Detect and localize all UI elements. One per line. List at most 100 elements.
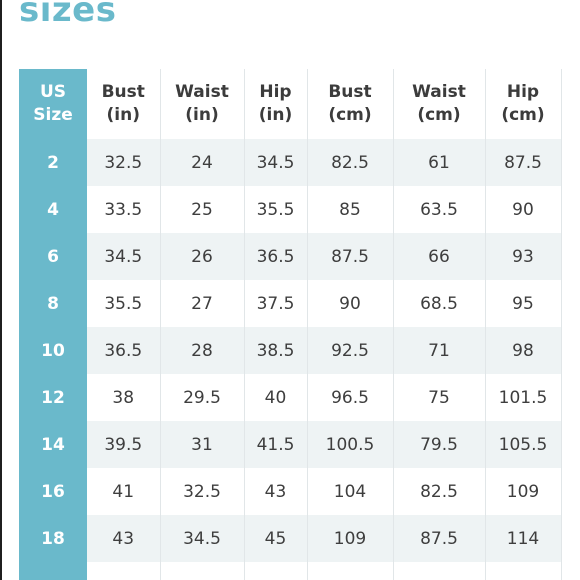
cell-hip-in: 37.5 (244, 280, 307, 327)
cell-waist-in: 34.5 (160, 515, 244, 562)
cell-bust-in: 38 (87, 374, 160, 421)
header-line: (in) (87, 104, 160, 127)
cell-bust-cm: 109 (307, 515, 393, 562)
cell-hip-in: 34.5 (244, 139, 307, 186)
cell-us-size: 10 (19, 327, 87, 374)
header-line: Waist (161, 81, 244, 104)
cell-hip-cm: 101.5 (485, 374, 561, 421)
cell-hip-in: 40 (244, 374, 307, 421)
header-line: Waist (394, 81, 485, 104)
cell-waist-in: 32.5 (160, 468, 244, 515)
header-line: (in) (245, 104, 307, 127)
cell-waist-cm: 61 (393, 139, 485, 186)
cell-hip-cm: 95 (485, 280, 561, 327)
page-heading: sizes (19, 0, 116, 32)
header-line: (in) (161, 104, 244, 127)
cell-hip-cm: 114 (485, 515, 561, 562)
cell-bust-in: 33.5 (87, 186, 160, 233)
cell-waist-in (160, 562, 244, 580)
cell-bust-cm: 92.5 (307, 327, 393, 374)
cell-bust-in: 35.5 (87, 280, 160, 327)
cell-waist-cm: 79.5 (393, 421, 485, 468)
cell-us-size (19, 562, 87, 580)
cell-us-size: 2 (19, 139, 87, 186)
header-line: Size (19, 104, 87, 127)
cell-bust-cm: 90 (307, 280, 393, 327)
cell-us-size: 14 (19, 421, 87, 468)
left-border (0, 0, 2, 580)
cell-waist-cm: 63.5 (393, 186, 485, 233)
header-hip-in: Hip (in) (244, 69, 307, 139)
header-line: US (19, 81, 87, 104)
cell-hip-cm: 93 (485, 233, 561, 280)
cell-us-size: 16 (19, 468, 87, 515)
cell-bust-in: 41 (87, 468, 160, 515)
cell-hip-in: 43 (244, 468, 307, 515)
cell-waist-cm: 75 (393, 374, 485, 421)
cell-waist-cm (393, 562, 485, 580)
cell-hip-cm: 98 (485, 327, 561, 374)
cell-us-size: 8 (19, 280, 87, 327)
cell-bust-in (87, 562, 160, 580)
header-line: Bust (308, 81, 393, 104)
cell-hip-cm (485, 562, 561, 580)
cell-bust-in: 32.5 (87, 139, 160, 186)
header-line: (cm) (308, 104, 393, 127)
table-row: 10 36.5 28 38.5 92.5 71 98 (19, 327, 561, 374)
cell-waist-in: 27 (160, 280, 244, 327)
table-row: 4 33.5 25 35.5 85 63.5 90 (19, 186, 561, 233)
cell-bust-cm: 85 (307, 186, 393, 233)
cell-waist-cm: 82.5 (393, 468, 485, 515)
table-row: 6 34.5 26 36.5 87.5 66 93 (19, 233, 561, 280)
cell-us-size: 4 (19, 186, 87, 233)
header-line: Hip (486, 81, 561, 104)
cell-hip-in: 35.5 (244, 186, 307, 233)
table-row: 14 39.5 31 41.5 100.5 79.5 105.5 (19, 421, 561, 468)
table-row: 16 41 32.5 43 104 82.5 109 (19, 468, 561, 515)
size-chart-table: US Size Bust (in) Waist (in) Hip (in) Bu… (19, 69, 562, 580)
cell-bust-cm: 104 (307, 468, 393, 515)
header-line: Bust (87, 81, 160, 104)
cell-hip-cm: 109 (485, 468, 561, 515)
cell-hip-cm: 90 (485, 186, 561, 233)
header-waist-in: Waist (in) (160, 69, 244, 139)
cell-bust-cm (307, 562, 393, 580)
cell-hip-cm: 105.5 (485, 421, 561, 468)
cell-waist-cm: 66 (393, 233, 485, 280)
header-hip-cm: Hip (cm) (485, 69, 561, 139)
cell-hip-in: 38.5 (244, 327, 307, 374)
cell-hip-in: 41.5 (244, 421, 307, 468)
cell-bust-in: 43 (87, 515, 160, 562)
table-row: 8 35.5 27 37.5 90 68.5 95 (19, 280, 561, 327)
cell-waist-in: 29.5 (160, 374, 244, 421)
cell-hip-in: 36.5 (244, 233, 307, 280)
header-line: (cm) (394, 104, 485, 127)
cell-bust-cm: 87.5 (307, 233, 393, 280)
cell-bust-in: 34.5 (87, 233, 160, 280)
cell-waist-cm: 87.5 (393, 515, 485, 562)
cell-waist-in: 26 (160, 233, 244, 280)
cell-waist-in: 24 (160, 139, 244, 186)
table-row: 18 43 34.5 45 109 87.5 114 (19, 515, 561, 562)
header-line: (cm) (486, 104, 561, 127)
cell-waist-in: 28 (160, 327, 244, 374)
cell-bust-cm: 100.5 (307, 421, 393, 468)
header-bust-cm: Bust (cm) (307, 69, 393, 139)
header-row: US Size Bust (in) Waist (in) Hip (in) Bu… (19, 69, 561, 139)
cell-bust-in: 36.5 (87, 327, 160, 374)
cell-hip-in (244, 562, 307, 580)
cell-hip-cm: 87.5 (485, 139, 561, 186)
header-waist-cm: Waist (cm) (393, 69, 485, 139)
cell-waist-in: 31 (160, 421, 244, 468)
header-us-size: US Size (19, 69, 87, 139)
cell-waist-cm: 71 (393, 327, 485, 374)
cell-bust-cm: 96.5 (307, 374, 393, 421)
cell-bust-in: 39.5 (87, 421, 160, 468)
cell-us-size: 6 (19, 233, 87, 280)
table-row (19, 562, 561, 580)
header-bust-in: Bust (in) (87, 69, 160, 139)
table-row: 12 38 29.5 40 96.5 75 101.5 (19, 374, 561, 421)
table-row: 2 32.5 24 34.5 82.5 61 87.5 (19, 139, 561, 186)
cell-waist-cm: 68.5 (393, 280, 485, 327)
